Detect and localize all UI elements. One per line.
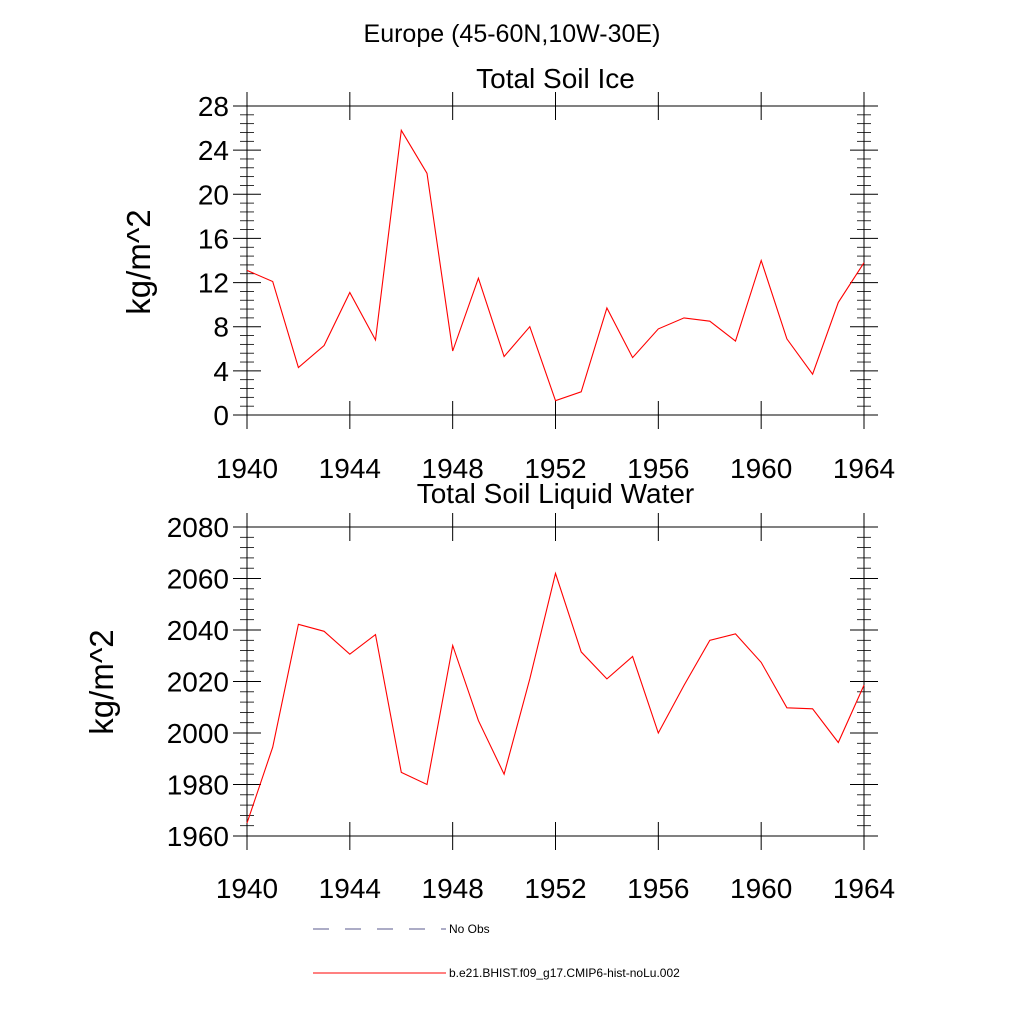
x-tick-label: 1944	[319, 453, 381, 484]
y-tick-label: 1960	[167, 821, 229, 852]
y-tick-label: 2020	[167, 667, 229, 698]
legend-label-2: b.e21.BHIST.f09_g17.CMIP6-hist-noLu.002	[449, 966, 680, 980]
plot-frame	[247, 106, 864, 415]
panel-title: Total Soil Ice	[476, 63, 635, 94]
y-tick-label: 2080	[167, 512, 229, 543]
series-line-1	[247, 130, 864, 400]
panel-title: Total Soil Liquid Water	[417, 478, 695, 509]
x-tick-label: 1940	[216, 453, 278, 484]
y-tick-label: 28	[198, 91, 229, 122]
y-tick-label: 12	[198, 268, 229, 299]
legend: No Obs b.e21.BHIST.f09_g17.CMIP6-hist-noL…	[313, 922, 680, 980]
y-axis-label: kg/m^2	[83, 629, 120, 734]
x-tick-label: 1952	[524, 873, 586, 904]
y-tick-label: 8	[213, 312, 229, 343]
y-tick-label: 2000	[167, 718, 229, 749]
y-tick-label: 16	[198, 223, 229, 254]
x-tick-label: 1960	[730, 453, 792, 484]
y-tick-label: 4	[213, 356, 229, 387]
y-axis-label: kg/m^2	[120, 209, 157, 314]
x-tick-label: 1960	[730, 873, 792, 904]
x-tick-label: 1964	[833, 873, 895, 904]
figure-title: Europe (45-60N,10W-30E)	[364, 20, 661, 48]
x-tick-label: 1964	[833, 453, 895, 484]
y-tick-label: 0	[213, 400, 229, 431]
x-tick-label: 1948	[422, 873, 484, 904]
y-tick-label: 24	[198, 135, 229, 166]
series-line-1	[247, 573, 864, 823]
legend-label-1: No Obs	[449, 922, 490, 936]
x-tick-label: 1944	[319, 873, 381, 904]
x-tick-label: 1940	[216, 873, 278, 904]
chart-panel-2: Total Soil Liquid Water kg/m^2 1960 1980 200…	[83, 478, 895, 904]
y-tick-label: 2060	[167, 564, 229, 595]
y-tick-label: 1980	[167, 770, 229, 801]
x-tick-label: 1956	[627, 873, 689, 904]
y-tick-label: 2040	[167, 615, 229, 646]
chart-panel-1: Total Soil Ice kg/m^2 0 4 8 12 16 20 24 28 1940 194…	[120, 63, 895, 484]
y-tick-label: 20	[198, 179, 229, 210]
